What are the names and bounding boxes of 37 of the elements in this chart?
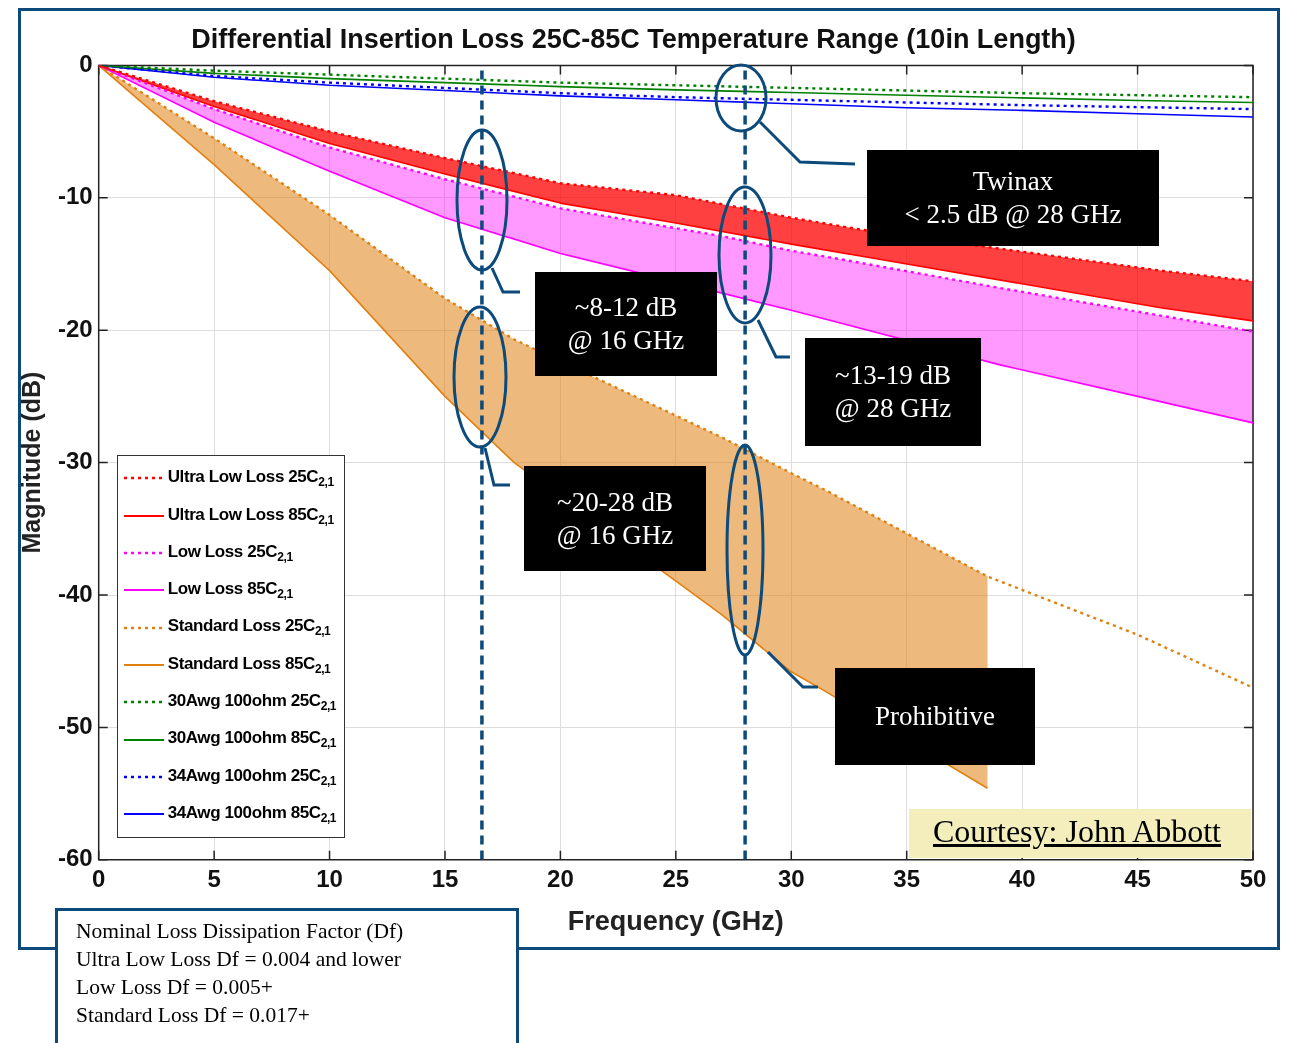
y-tick-label: -60 <box>58 844 93 872</box>
y-tick-label: -10 <box>58 182 93 210</box>
annotation: Prohibitive <box>835 668 1035 765</box>
legend-label: 34Awg 100ohm 85C$_{2,1}$ <box>167 802 337 826</box>
y-tick-label: 0 <box>79 50 93 78</box>
legend-label: Low Loss 85C$_{2,1}$ <box>167 579 293 602</box>
annotation: Twinax < 2.5 dB @ 28 GHz <box>867 150 1159 246</box>
x-tick-label: 5 <box>207 864 221 892</box>
y-axis-title: Magnitude (dB) <box>16 371 45 554</box>
legend-label: 30Awg 100ohm 85C$_{2,1}$ <box>167 728 337 751</box>
x-tick-label: 15 <box>431 864 459 892</box>
x-tick-label: 30 <box>777 864 805 892</box>
legend-label: Standard Loss 85C$_{2,1}$ <box>167 653 331 677</box>
annotation: ~13-19 dB @ 28 GHz <box>805 338 981 446</box>
x-tick-label: 25 <box>662 864 690 892</box>
x-tick-label: 45 <box>1124 864 1151 892</box>
legend-label: Ultra Low Loss 25C$_{2,1}$ <box>167 467 334 490</box>
y-tick-label: -30 <box>58 447 93 475</box>
legend-label: Standard Loss 25C$_{2,1}$ <box>167 616 331 639</box>
x-tick-label: 10 <box>316 864 343 892</box>
x-tick-label: 50 <box>1239 864 1267 892</box>
legend-label: 34Awg 100ohm 25C$_{2,1}$ <box>167 765 337 789</box>
y-tick-label: -40 <box>58 579 93 607</box>
legend-label: 30Awg 100ohm 25C$_{2,1}$ <box>167 691 337 714</box>
y-tick-label: -20 <box>58 314 93 342</box>
chart-title: Differential Insertion Loss 25C-85C Temperature Range (10in Length) <box>191 23 1076 54</box>
y-tick-label: -50 <box>58 712 93 740</box>
legend-label: Low Loss 25C$_{2,1}$ <box>167 541 293 565</box>
legend-label: Ultra Low Loss 85C$_{2,1}$ <box>167 504 334 527</box>
x-tick-label: 35 <box>893 864 921 892</box>
x-axis-title: Frequency (GHz) <box>567 906 784 937</box>
x-tick-label: 20 <box>547 864 574 892</box>
annotation: Courtesy: John Abbott <box>908 808 1251 858</box>
text: Nominal Loss Dissipation Factor (Df) Ultra Low Loss Df = 0.004 and lower Low Loss Df = 0.005+ Standard Loss Df = 0.017+ <box>55 908 519 1043</box>
annotation: ~20-28 dB @ 16 GHz <box>524 466 706 571</box>
annotation: ~8-12 dB @ 16 GHz <box>535 272 717 376</box>
x-tick-label: 40 <box>1008 864 1036 892</box>
